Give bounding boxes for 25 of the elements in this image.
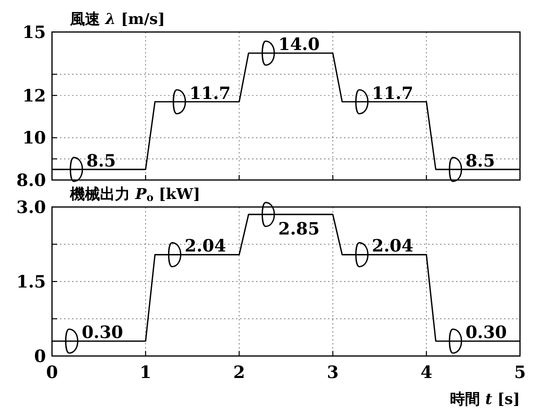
y-tick-label: 8.0 [16,171,46,191]
y-tick-label: 0 [34,347,46,367]
y-tick-label: 3.0 [16,198,46,218]
annotation: 2.85 [278,219,320,240]
y-axis-title: 機械出力 P$_{o}$ [kW] [69,185,200,204]
y-tick-label: 1.5 [16,272,46,292]
x-tick-label: 4 [420,363,432,383]
annotation: 2.04 [372,236,414,257]
annotation: 14.0 [278,35,320,56]
annotation: 0.30 [82,323,124,344]
x-tick-label: 3 [326,363,339,383]
annotation: 11.7 [372,84,414,104]
y-tick-label: 12 [22,86,46,106]
annotation: 11.7 [189,84,231,104]
annotation: 8.5 [86,151,116,172]
y-tick-label: 15 [22,23,46,43]
x-axis-title: 時間 t [s] [450,390,520,408]
annotation: 8.5 [465,151,496,172]
x-tick-label: 5 [514,363,526,383]
annotation: 0.30 [465,323,508,344]
x-tick-label: 2 [233,363,246,383]
y-axis-title: 風速 λ [m/s] [69,10,165,28]
y-tick-label: 10 [22,128,46,149]
x-tick-label: 1 [140,363,152,383]
annotation: 2.04 [184,236,226,257]
